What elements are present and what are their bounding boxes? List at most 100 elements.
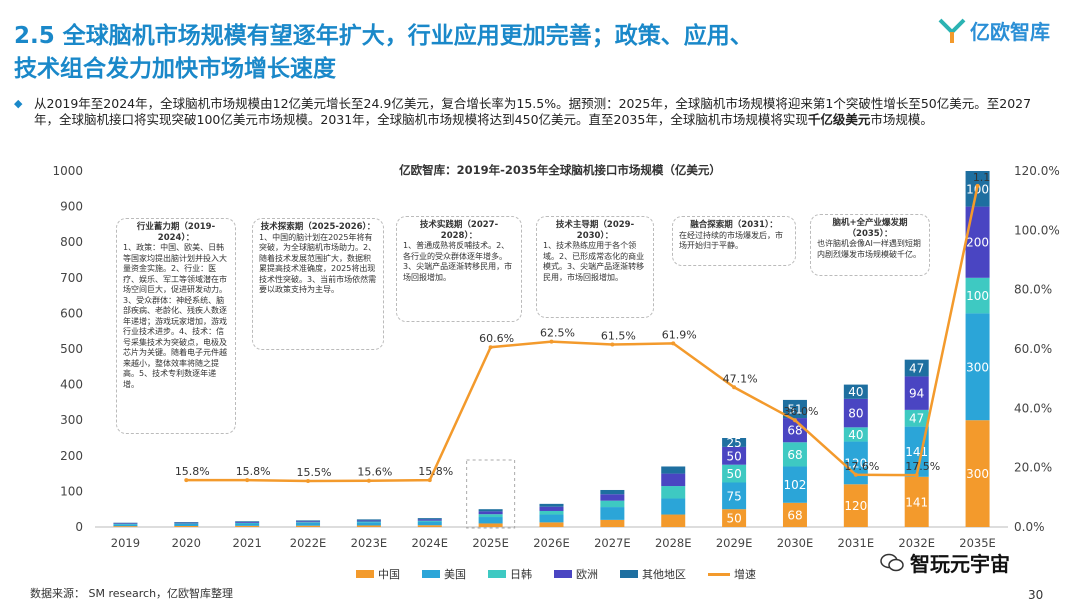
phase-title: 技术探索期（2025-2026）： [260, 222, 376, 232]
bar-segment [356, 525, 381, 527]
bar-data-label: 102 [784, 478, 807, 492]
x-tick-label: 2029E [716, 536, 753, 550]
x-tick-label: 2026E [533, 536, 570, 550]
bar-segment [843, 441, 868, 485]
bar-data-label: 51 [787, 402, 802, 416]
y2-tick-label: 20.0% [1014, 461, 1052, 475]
bar-data-label: 40 [848, 385, 863, 399]
bar-data-label: 40 [848, 428, 863, 442]
y-tick-label: 400 [60, 378, 83, 392]
bar-segment [965, 277, 990, 314]
x-tick-label: 2021 [233, 536, 262, 550]
bar-segment [843, 427, 868, 442]
bar-segment [235, 523, 260, 526]
bar-data-label: 47 [909, 362, 924, 376]
bar-segment [478, 509, 503, 512]
bar-segment [417, 519, 442, 521]
logo: 亿欧智库 [938, 16, 1050, 45]
x-tick-label: 2025E [472, 536, 509, 550]
bar-segment [296, 522, 321, 526]
growth-line [186, 185, 979, 483]
bar-segment [843, 384, 868, 399]
wechat-label: 智玩元宇宙 [910, 552, 1010, 576]
y-tick-label: 0 [75, 520, 83, 534]
bar-segment [904, 376, 929, 410]
x-tick-label: 2030E [777, 536, 814, 550]
phase-title: 技术主导期（2029-2030）： [555, 220, 635, 241]
bar-segment [904, 359, 929, 377]
bar-segment [782, 399, 807, 419]
legend-item: 美国 [422, 566, 466, 582]
description-bold: 千亿级美元 [807, 112, 871, 127]
growth-point [732, 385, 737, 390]
bar-data-label: 50 [726, 467, 741, 481]
bar-segment [782, 466, 807, 503]
legend-swatch [356, 570, 374, 578]
phase-title: 行业蓄力期（2019-2024）： [136, 222, 216, 243]
bar-segment [235, 522, 260, 524]
y-tick-label: 500 [60, 342, 83, 356]
x-tick-label: 2035E [959, 536, 996, 550]
chart-legend: 中国 美国 日韩 欧洲 其他地区 增速 [356, 566, 756, 582]
diamond-bullet-icon: ◆ [14, 97, 23, 110]
bar-data-label: 50 [726, 512, 741, 526]
bar-segment [661, 514, 686, 527]
logo-icon [938, 18, 966, 43]
y-tick-label: 900 [60, 200, 83, 214]
legend-swatch [620, 570, 638, 578]
phase-box: 技术主导期（2029-2030）： 1、技术熟练应用于各个领域。2、已形成常态化的… [536, 216, 654, 318]
y-tick-label: 1000 [52, 164, 83, 178]
market-size-chart: 亿欧智库：2019年-2035年全球脑机接口市场规模（亿美元） 0 100 200 3… [52, 163, 1059, 550]
bar-segment [722, 482, 747, 510]
phase-body: 也许脑机会像AI一样遇到短期内剧烈爆发市场规模破千亿。 [817, 239, 921, 259]
bar-segment [478, 523, 503, 527]
bar-data-label: 50 [726, 449, 741, 463]
y2-tick-label: 60.0% [1014, 342, 1052, 356]
x-tick-label: 2022E [290, 536, 327, 550]
phase-body: 1、普通成熟将反哺技术。2、各行业的受众群体逐年增多。3、尖端产品逐渐转移民用，… [403, 241, 513, 282]
legend-label: 增速 [734, 568, 756, 581]
y-tick-label: 300 [60, 413, 83, 427]
bar-data-label: 200 [966, 236, 989, 250]
bar-segment [904, 476, 929, 527]
legend-swatch [488, 570, 506, 578]
growth-label: 15.8% [418, 465, 453, 478]
legend-item: 其他地区 [620, 566, 686, 582]
wechat-watermark: 智玩元宇宙 [880, 548, 1010, 577]
title-line-1: 2.5 全球脑机市场规模有望逐年扩大，行业应用更加完善；政策、应用、 [14, 23, 753, 49]
y2-tick-label: 80.0% [1014, 283, 1052, 297]
bar-segment [235, 525, 260, 527]
y-tick-label: 100 [60, 484, 83, 498]
growth-label: 36.0% [783, 405, 818, 418]
bar-segment [661, 473, 686, 487]
bar-segment [661, 486, 686, 499]
legend-line-swatch [708, 572, 730, 576]
bar-segment [539, 510, 564, 515]
phase-body: 在经过持续的市场爆发后，市场开始归于平静。 [679, 230, 783, 251]
title-line-2: 技术组合发力加快市场增长速度 [14, 56, 336, 82]
bar-segment [539, 506, 564, 511]
bar-data-label: 68 [787, 424, 802, 438]
bar-segment [782, 442, 807, 467]
highlight-2025-box [466, 459, 516, 529]
bar-segment [478, 514, 503, 518]
bar-segment [539, 522, 564, 527]
phase-title: 脑机+全产业爆发期（2035）： [832, 218, 908, 239]
chart-title: 亿欧智库：2019年-2035年全球脑机接口市场规模（亿美元） [399, 163, 721, 177]
growth-point [549, 339, 554, 344]
x-tick-label: 2031E [838, 536, 875, 550]
bar-segment [296, 525, 321, 527]
phase-box: 脑机+全产业爆发期（2035）： 也许脑机会像AI一样遇到短期内剧烈爆发市场规模破… [810, 214, 930, 276]
growth-label: 15.5% [297, 466, 332, 479]
bar-data-label: 120 [844, 499, 867, 513]
x-tick-label: 2024E [411, 536, 448, 550]
phase-box: 技术探索期（2025-2026）： 1、中国的脑计划在2025年将有突破，为全球脑… [252, 218, 384, 350]
phase-box: 融合探索期（2031）： 在经过持续的市场爆发后，市场开始归于平静。 [672, 216, 796, 266]
page-title: 2.5 全球脑机市场规模有望逐年扩大，行业应用更加完善；政策、应用、 技术组合发… [14, 20, 914, 86]
legend-swatch [422, 570, 440, 578]
growth-point [671, 341, 676, 346]
growth-label: 61.5% [601, 330, 636, 343]
growth-point [914, 473, 919, 478]
legend-label: 日韩 [510, 568, 532, 581]
bar-segment [600, 494, 625, 501]
